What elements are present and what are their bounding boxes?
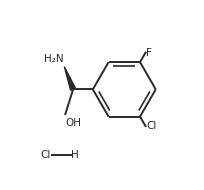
Polygon shape	[64, 67, 75, 90]
Text: H: H	[71, 150, 79, 160]
Text: F: F	[146, 48, 152, 58]
Text: H₂N: H₂N	[44, 55, 64, 64]
Text: Cl: Cl	[41, 150, 51, 160]
Text: OH: OH	[66, 118, 82, 128]
Text: Cl: Cl	[146, 121, 157, 131]
